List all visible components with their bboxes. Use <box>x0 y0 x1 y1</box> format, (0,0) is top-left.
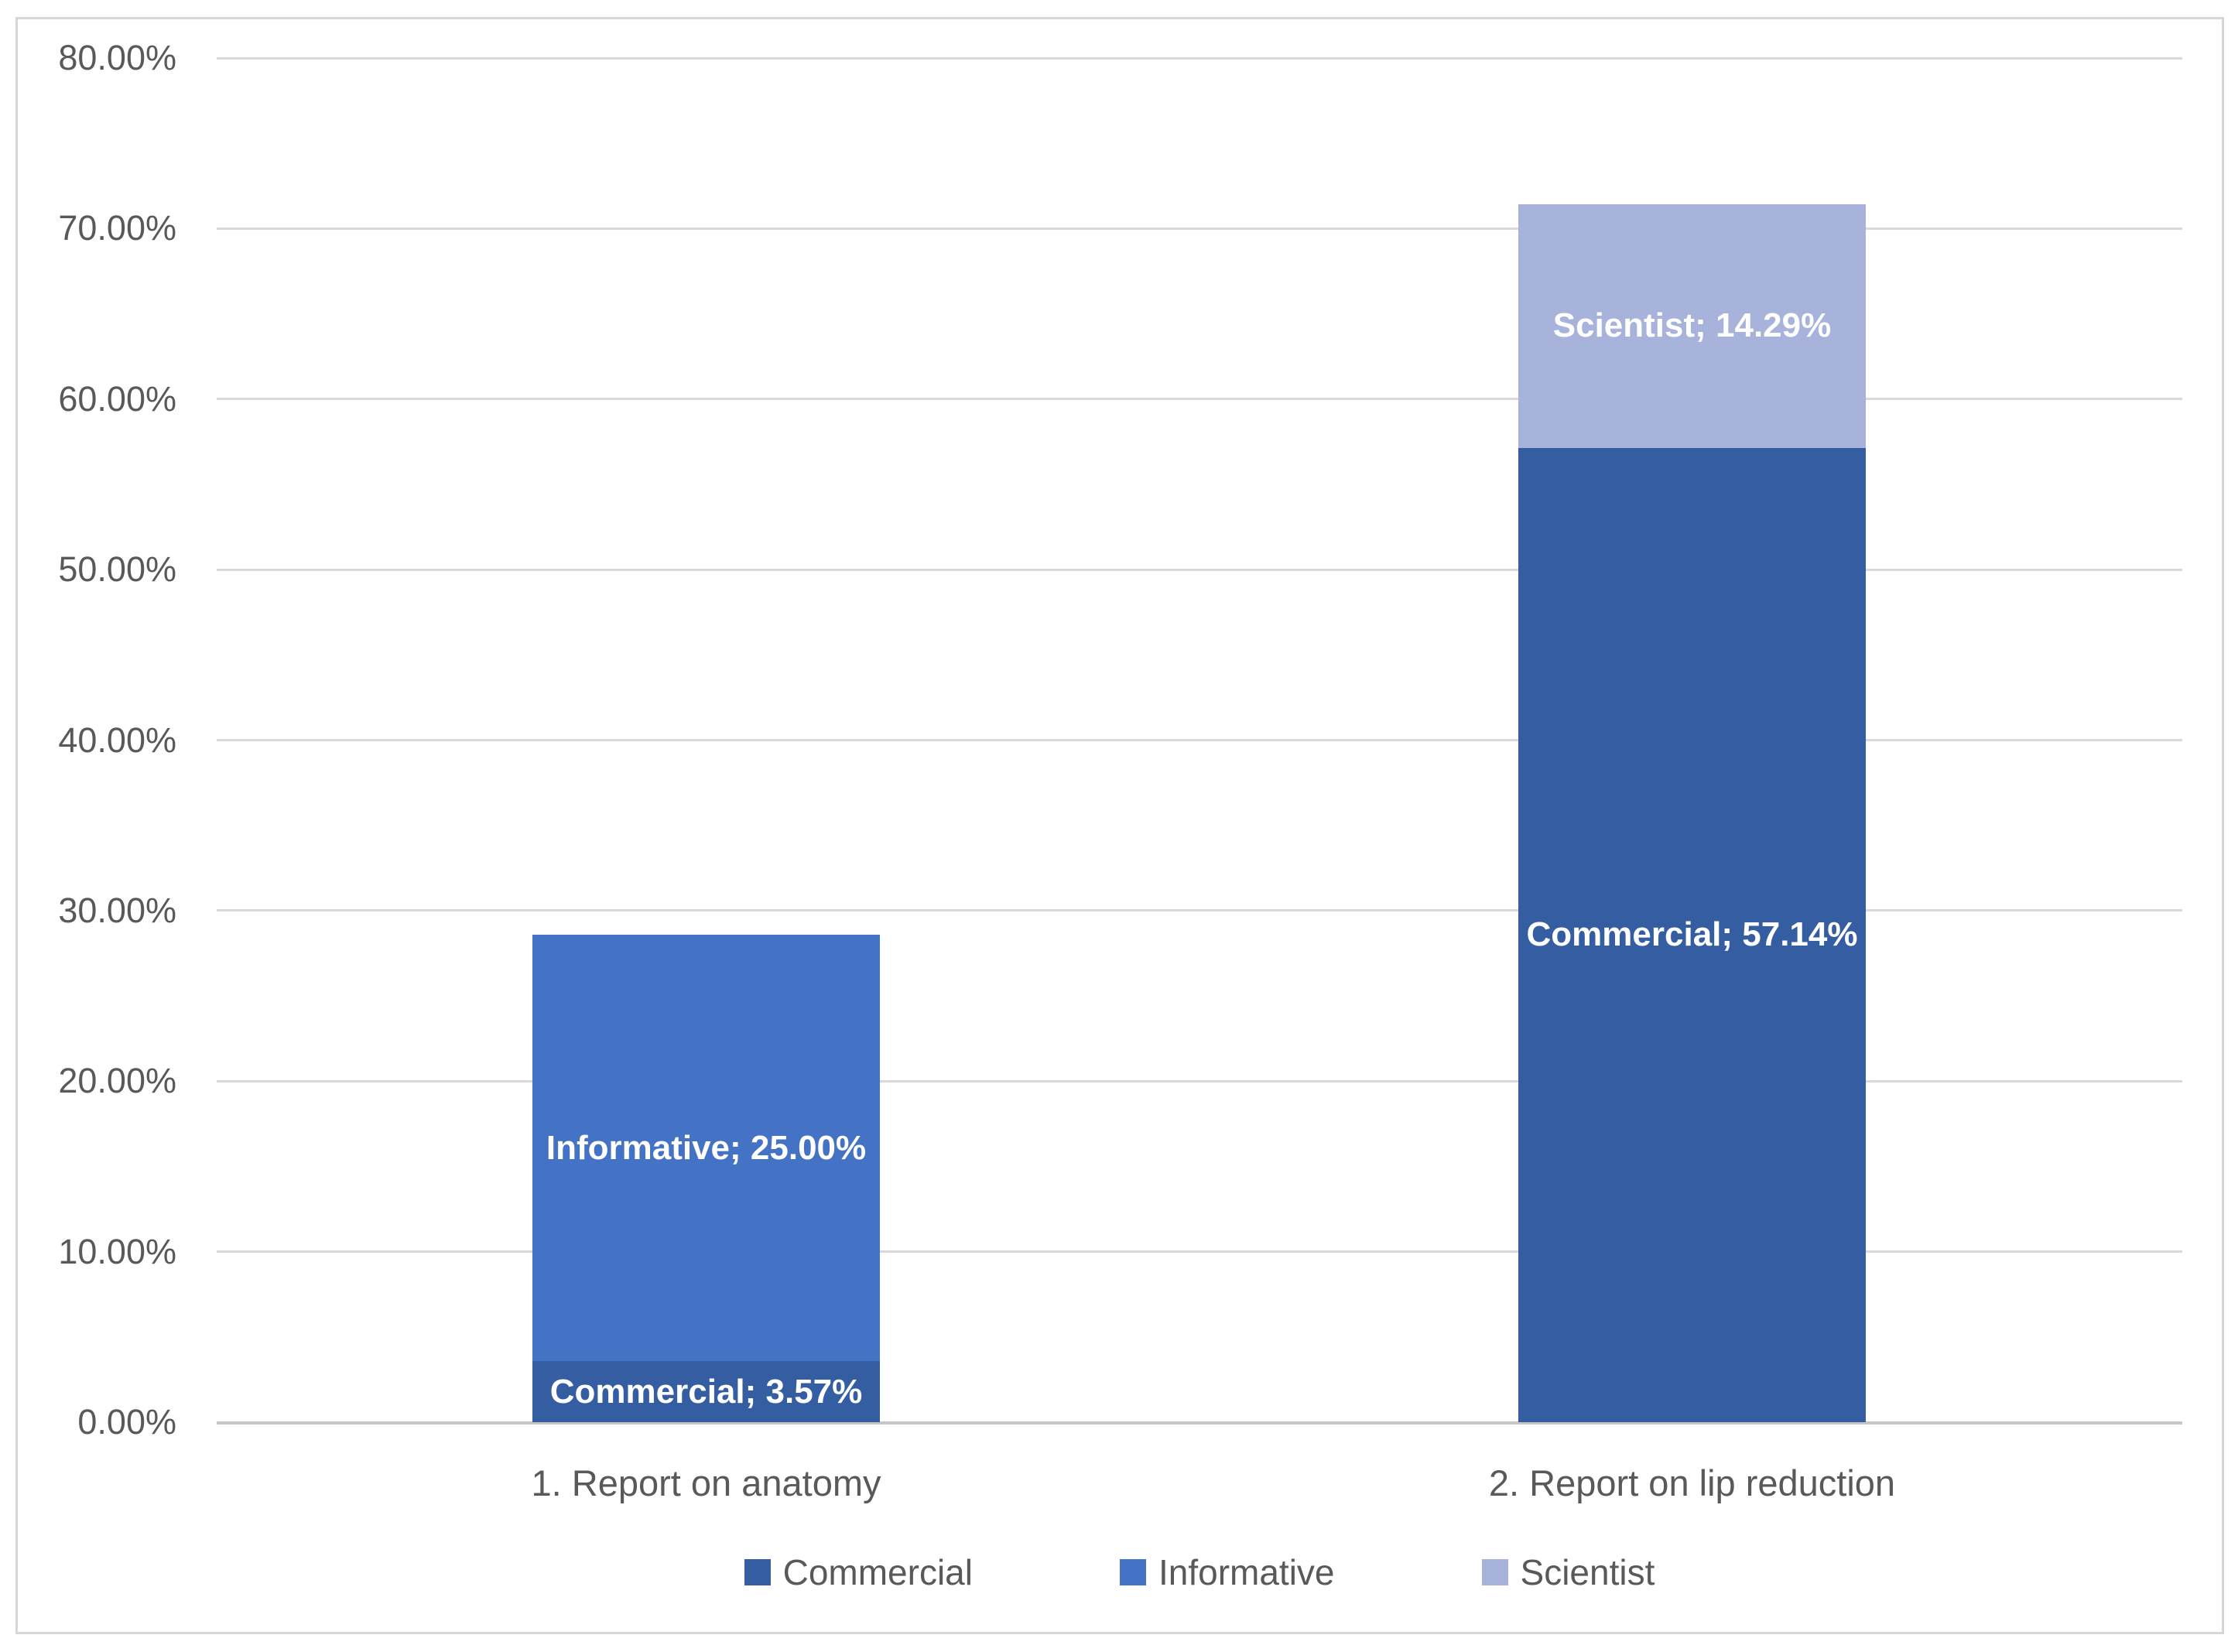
data-label-commercial: Commercial; 3.57% <box>549 1372 863 1411</box>
legend-item-scientist: Scientist <box>1481 1551 1655 1593</box>
category-label: 1. Report on anatomy <box>531 1462 881 1503</box>
legend-swatch-icon <box>1119 1559 1146 1585</box>
legend-label: Informative <box>1158 1552 1335 1592</box>
y-tick-label: 60.00% <box>58 378 176 419</box>
legend-swatch-icon <box>1481 1559 1508 1585</box>
gridline <box>217 568 2182 571</box>
legend: Commercial Informative Scientist <box>217 1549 2182 1596</box>
bar-segment-commercial <box>532 1361 880 1422</box>
legend-swatch-icon <box>744 1559 771 1585</box>
category-label: 2. Report on lip reduction <box>1488 1462 1896 1503</box>
gridline <box>217 739 2182 741</box>
legend-label: Commercial <box>782 1552 973 1592</box>
y-tick-label: 50.00% <box>58 549 176 590</box>
gridline <box>217 1079 2182 1083</box>
gridline <box>217 398 2182 401</box>
y-tick-label: 70.00% <box>58 208 176 248</box>
y-tick-label: 20.00% <box>58 1061 176 1101</box>
legend-label: Scientist <box>1520 1552 1655 1592</box>
y-tick-label: 10.00% <box>58 1231 176 1271</box>
data-label-informative: Informative; 25.00% <box>546 1128 867 1167</box>
legend-item-informative: Informative <box>1119 1551 1335 1593</box>
chart-area-border <box>15 17 2224 1634</box>
bar-segment-informative <box>532 935 880 1362</box>
gridline <box>217 1250 2182 1254</box>
y-tick-label: 80.00% <box>58 38 176 77</box>
y-tick-label: 30.00% <box>58 890 176 930</box>
bar-segment-scientist <box>1518 204 1866 448</box>
legend-item-commercial: Commercial <box>744 1551 973 1593</box>
bar-segment-commercial <box>1518 447 1866 1422</box>
y-tick-label: 0.00% <box>77 1402 176 1442</box>
gridline <box>217 227 2182 230</box>
x-axis-line <box>217 1421 2182 1425</box>
data-label-scientist: Scientist; 14.29% <box>1552 306 1832 345</box>
gridline <box>217 909 2182 912</box>
data-label-commercial: Commercial; 57.14% <box>1526 915 1858 954</box>
y-tick-label: 40.00% <box>58 720 176 760</box>
gridline <box>217 56 2182 60</box>
